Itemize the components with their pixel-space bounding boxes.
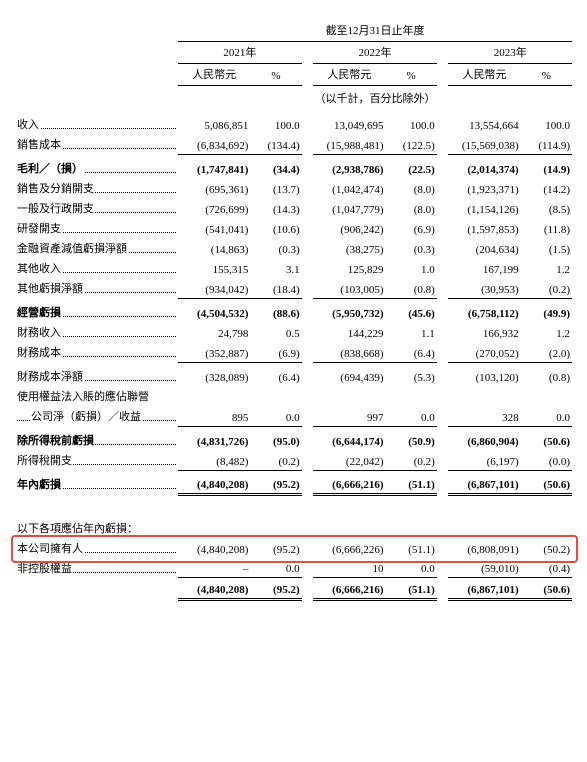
row-assoc_l2: 公司淨（虧損）／收益8950.09970.03280.0 <box>15 406 572 426</box>
row-finnet: 財務成本淨額(328,089)(6.4)(694,439)(5.3)(103,1… <box>15 362 572 386</box>
row-fincost: 財務成本(352,887)(6.9)(838,668)(6.4)(270,052… <box>15 342 572 362</box>
financial-table-wrapper: 截至12月31日止年度 2021年 2022年 2023年 人民幣元 % 人民幣… <box>15 20 572 601</box>
label-yearloss: 年內虧損 <box>15 470 178 494</box>
row-attrib_h: 以下各項應佔年內虧損： <box>15 514 572 538</box>
title-top: 截至12月31日止年度 <box>178 20 572 42</box>
col-header-row: 人民幣元 % 人民幣元 % 人民幣元 % <box>15 64 572 86</box>
label-text-owners: 本公司擁有人 <box>17 543 84 555</box>
label-text-pretax: 除所得稅前虧損 <box>17 435 95 447</box>
label-nci: 非控股權益 <box>15 558 178 578</box>
label-text-admin: 一般及行政開支 <box>17 203 95 215</box>
label-text-selling: 銷售及分銷開支 <box>17 183 95 195</box>
row-pretax: 除所得稅前虧損(4,831,726)(95.0)(6,644,174)(50.9… <box>15 426 572 450</box>
label-text-assoc_l1: 使用權益法入賬的應佔聯營 <box>17 391 150 403</box>
label-text-cogs: 銷售成本 <box>17 139 62 151</box>
label-assoc_l2: 公司淨（虧損）／收益 <box>15 406 178 426</box>
hdr-rmb-2: 人民幣元 <box>313 64 385 86</box>
year-header-row: 2021年 2022年 2023年 <box>15 42 572 64</box>
label-othinc: 其他收入 <box>15 258 178 278</box>
label-text-yearloss: 年內虧損 <box>17 479 62 491</box>
label-text-nci: 非控股權益 <box>17 563 73 575</box>
unit-row: （以千計，百分比除外） <box>15 86 572 115</box>
label-admin: 一般及行政開支 <box>15 198 178 218</box>
row-assoc_l1: 使用權益法入賬的應佔聯營 <box>15 386 572 406</box>
label-revenue: 收入 <box>15 114 178 134</box>
row-revenue: 收入5,086,851100.013,049,695100.013,554,66… <box>15 114 572 134</box>
row-finimp: 金融資產減值虧損淨額(14,863)(0.3)(38,275)(0.3)(204… <box>15 238 572 258</box>
row-cogs: 銷售成本(6,834,692)(134.4)(15,988,481)(122.5… <box>15 134 572 154</box>
row-nci: 非控股權益–0.0100.0(59,010)(0.4) <box>15 558 572 578</box>
year-2023: 2023年 <box>448 42 572 64</box>
unit-note: （以千計，百分比除外） <box>178 86 572 115</box>
label-text-gross: 毛利／（損） <box>17 163 84 175</box>
label-text-attrib_h: 以下各項應佔年內虧損： <box>17 523 139 535</box>
label-text-fincost: 財務成本 <box>17 347 62 359</box>
financial-table: 截至12月31日止年度 2021年 2022年 2023年 人民幣元 % 人民幣… <box>15 20 572 601</box>
label-text-fininc: 財務收入 <box>17 327 62 339</box>
row-gross: 毛利／（損）(1,747,841)(34.4)(2,938,786)(22.5)… <box>15 154 572 178</box>
row-total2: (4,840,208)(95.2)(6,666,216)(51.1)(6,867… <box>15 578 572 600</box>
label-text-assoc_l2: 公司淨（虧損）／收益 <box>31 411 142 423</box>
label-fininc: 財務收入 <box>15 322 178 342</box>
label-tax: 所得稅開支 <box>15 450 178 470</box>
label-text-rd: 研發開支 <box>17 223 62 235</box>
label-finnet: 財務成本淨額 <box>15 362 178 386</box>
year-2022: 2022年 <box>313 42 437 64</box>
label-text-finnet: 財務成本淨額 <box>17 371 84 383</box>
label-text-oploss: 經營虧損 <box>17 307 62 319</box>
row-othinc: 其他收入155,3153.1125,8291.0167,1991.2 <box>15 258 572 278</box>
hdr-pct-2: % <box>386 64 437 86</box>
row-rd: 研發開支(541,041)(10.6)(906,242)(6.9)(1,597,… <box>15 218 572 238</box>
label-total2 <box>15 578 178 600</box>
label-owners: 本公司擁有人 <box>15 538 178 558</box>
label-fincost: 財務成本 <box>15 342 178 362</box>
row-owners: 本公司擁有人(4,840,208)(95.2)(6,666,226)(51.1)… <box>15 538 572 558</box>
row-oploss: 經營虧損(4,504,532)(88.6)(5,950,732)(45.6)(6… <box>15 298 572 322</box>
row-yearloss: 年內虧損(4,840,208)(95.2)(6,666,216)(51.1)(6… <box>15 470 572 494</box>
label-cogs: 銷售成本 <box>15 134 178 154</box>
label-text-othloss: 其他虧損淨額 <box>17 283 84 295</box>
label-gross: 毛利／（損） <box>15 154 178 178</box>
label-finimp: 金融資產減值虧損淨額 <box>15 238 178 258</box>
hdr-pct-1: % <box>250 64 301 86</box>
row-selling: 銷售及分銷開支(695,361)(13.7)(1,042,474)(8.0)(1… <box>15 178 572 198</box>
label-text-othinc: 其他收入 <box>17 263 62 275</box>
label-rd: 研發開支 <box>15 218 178 238</box>
year-2021: 2021年 <box>178 42 302 64</box>
hdr-rmb-3: 人民幣元 <box>448 64 520 86</box>
row-tax: 所得稅開支(8,482)(0.2)(22,042)(0.2)(6,197)(0.… <box>15 450 572 470</box>
row-othloss: 其他虧損淨額(934,042)(18.4)(103,005)(0.8)(30,9… <box>15 278 572 298</box>
title-row: 截至12月31日止年度 <box>15 20 572 42</box>
label-othloss: 其他虧損淨額 <box>15 278 178 298</box>
label-text-finimp: 金融資產減值虧損淨額 <box>17 243 128 255</box>
label-assoc_l1: 使用權益法入賬的應佔聯營 <box>15 386 178 406</box>
label-text-revenue: 收入 <box>17 119 40 131</box>
label-selling: 銷售及分銷開支 <box>15 178 178 198</box>
label-attrib_h: 以下各項應佔年內虧損： <box>15 514 178 538</box>
label-oploss: 經營虧損 <box>15 298 178 322</box>
hdr-rmb-1: 人民幣元 <box>178 64 250 86</box>
hdr-pct-3: % <box>521 64 572 86</box>
label-pretax: 除所得稅前虧損 <box>15 426 178 450</box>
label-text-tax: 所得稅開支 <box>17 455 73 467</box>
row-fininc: 財務收入24,7980.5144,2291.1166,9321.2 <box>15 322 572 342</box>
row-admin: 一般及行政開支(726,699)(14.3)(1,047,779)(8.0)(1… <box>15 198 572 218</box>
